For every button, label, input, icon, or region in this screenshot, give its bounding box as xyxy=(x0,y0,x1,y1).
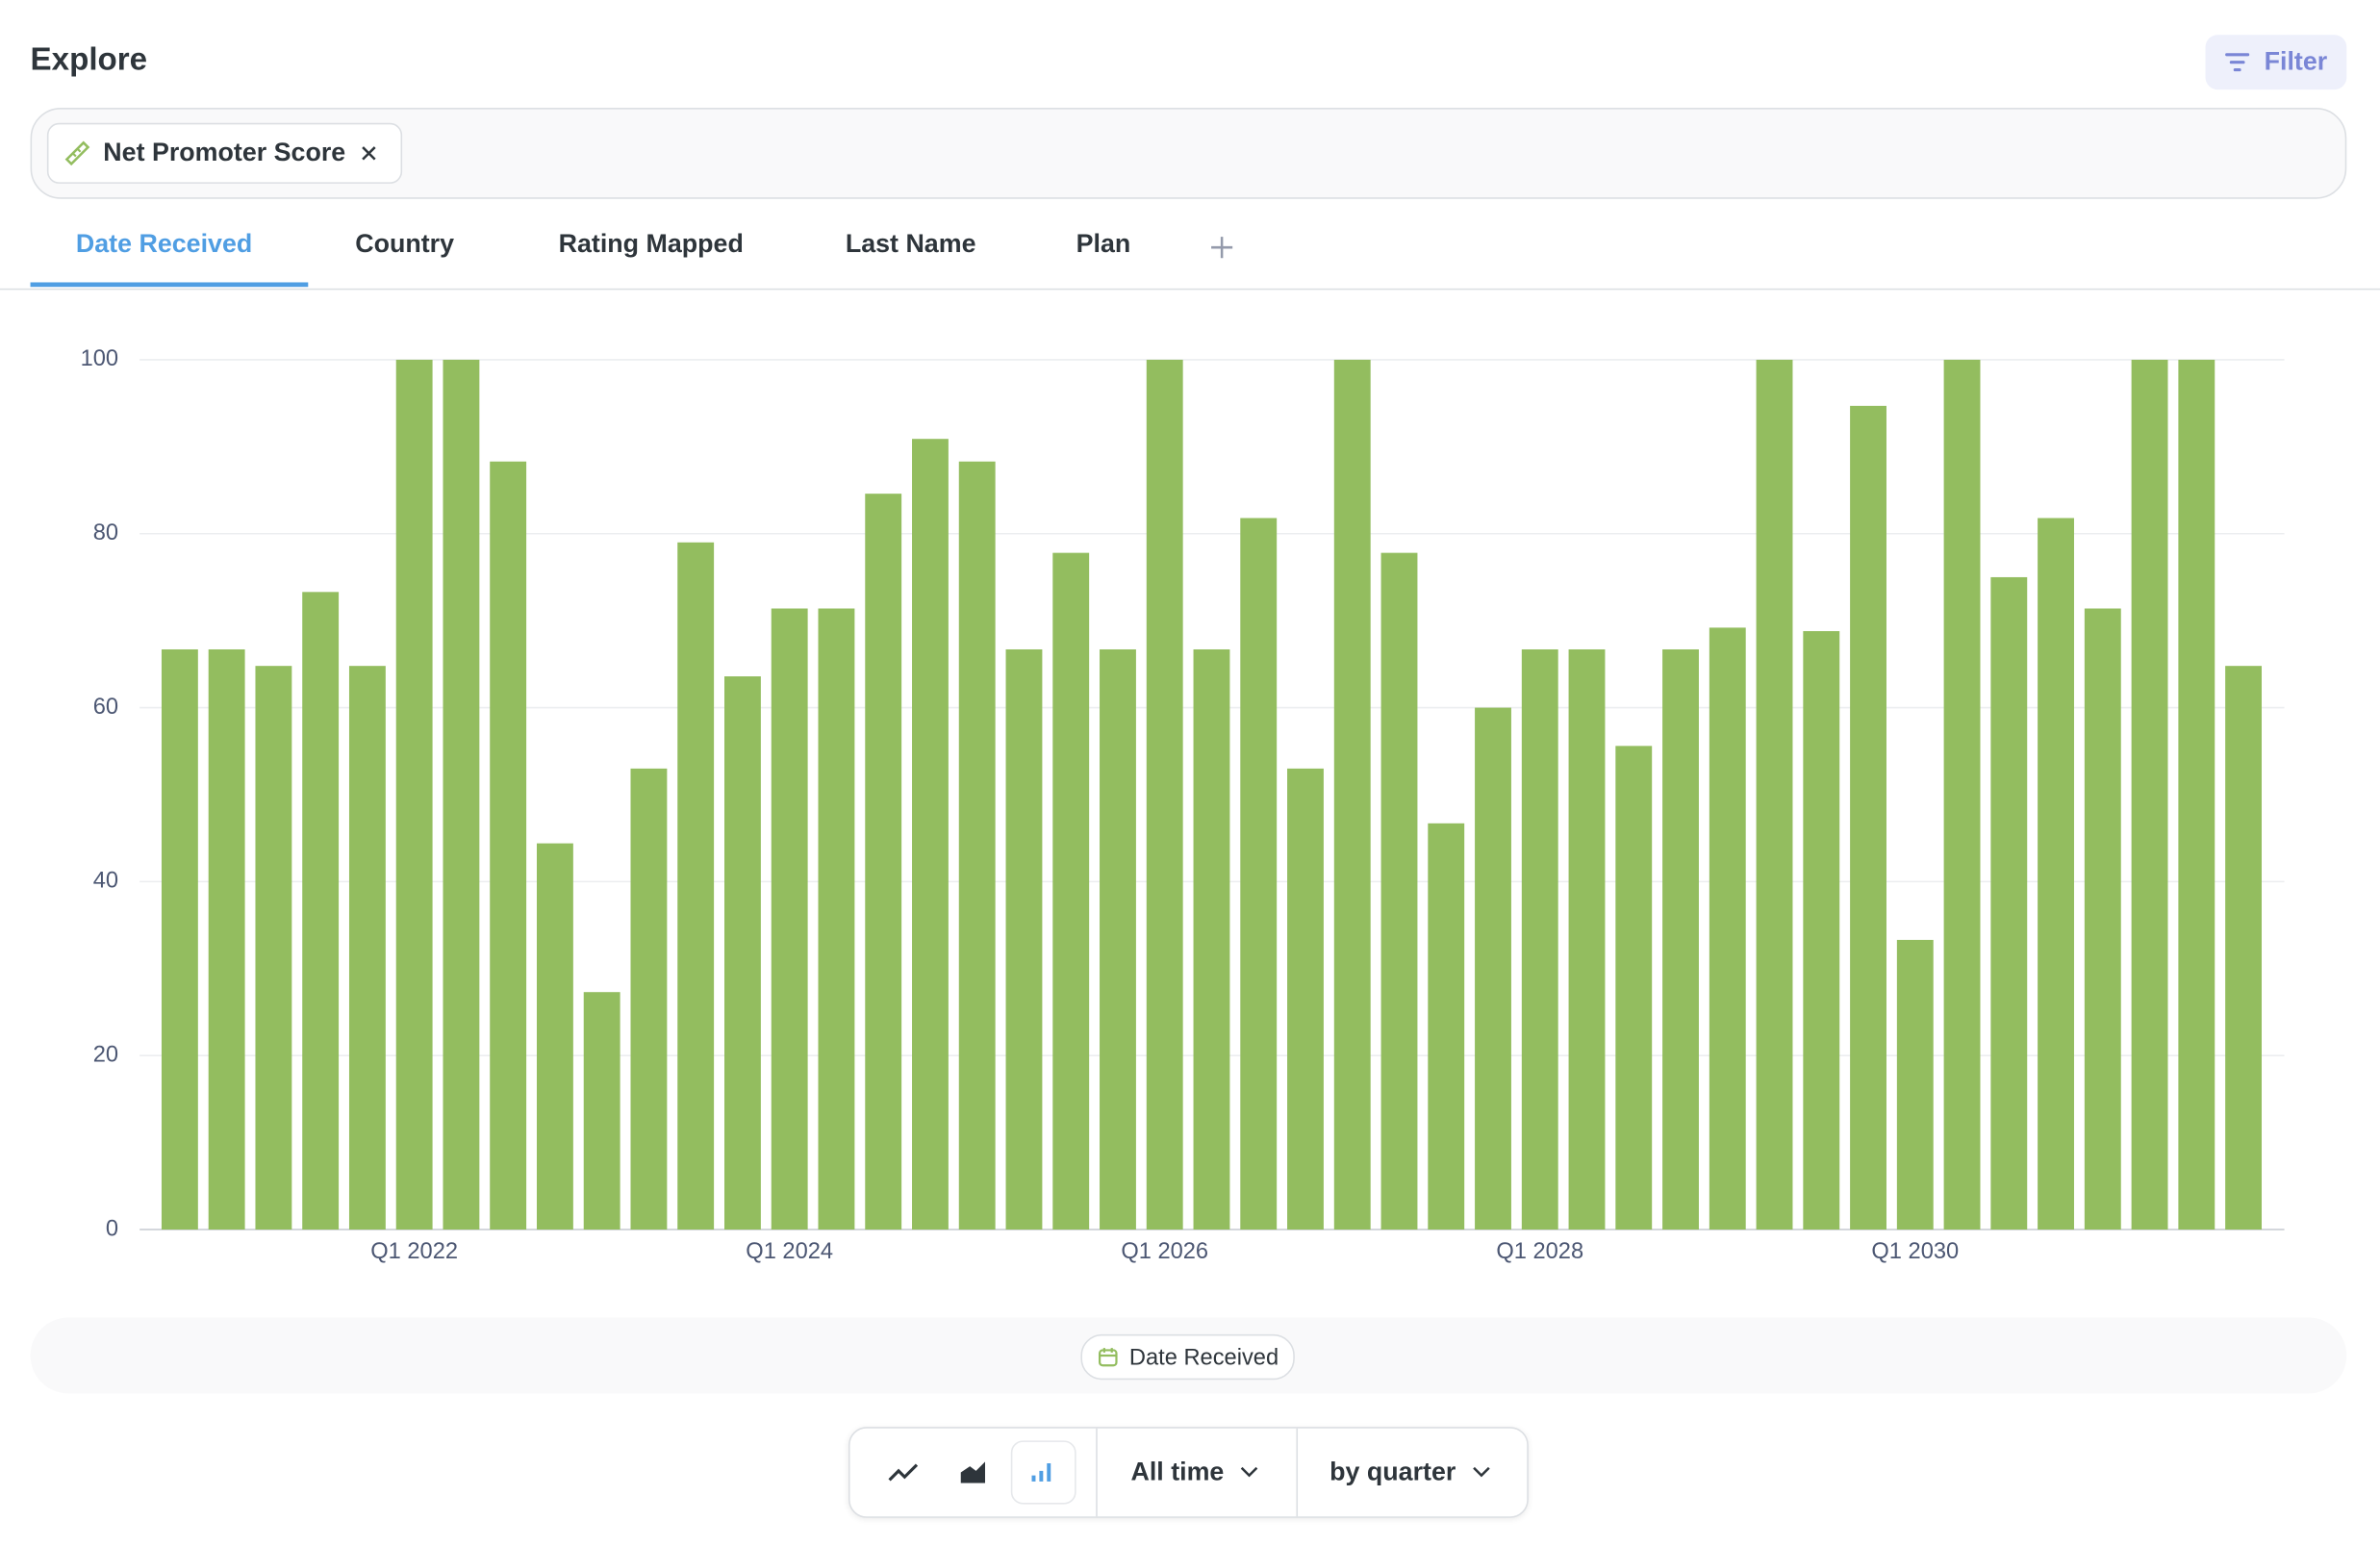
bar xyxy=(865,494,902,1230)
bar xyxy=(2225,666,2263,1230)
bar xyxy=(1756,359,1793,1230)
dimension-label: Date Received xyxy=(1128,1344,1279,1370)
y-tick-label: 100 xyxy=(81,346,118,371)
divider xyxy=(1096,1428,1098,1517)
x-tick-label: Q1 2022 xyxy=(370,1239,458,1264)
line-chart-button[interactable] xyxy=(886,1458,920,1485)
metric-chip[interactable]: Net Promoter Score xyxy=(46,122,402,184)
bar xyxy=(1615,746,1653,1230)
bar xyxy=(1896,939,1934,1230)
bar xyxy=(958,461,996,1230)
bar xyxy=(1943,359,1981,1230)
chart-toolbar: All time by quarter xyxy=(848,1427,1529,1518)
bar xyxy=(1240,518,1278,1230)
tab[interactable]: Last Name xyxy=(845,229,976,259)
bar xyxy=(771,608,808,1230)
bar xyxy=(583,992,620,1230)
bar xyxy=(208,648,245,1230)
bar xyxy=(1146,359,1183,1230)
bar xyxy=(2038,518,2074,1230)
chevron xyxy=(1241,1466,1258,1478)
bar xyxy=(1380,552,1418,1230)
bar xyxy=(1333,359,1371,1230)
bar xyxy=(161,648,198,1230)
chevron xyxy=(1473,1466,1490,1478)
active-tab-indicator xyxy=(30,282,309,288)
bar xyxy=(1193,648,1230,1230)
page-title: Explore xyxy=(30,42,148,78)
bar xyxy=(1005,648,1043,1230)
x-tick-label: Q1 2026 xyxy=(1121,1239,1208,1264)
bar-chart-icon xyxy=(1031,1462,1051,1482)
bar xyxy=(1287,768,1324,1230)
bar xyxy=(348,666,386,1230)
bar-chart-button[interactable] xyxy=(1010,1440,1076,1505)
y-tick-label: 0 xyxy=(106,1216,118,1241)
metric-label: Net Promoter Score xyxy=(103,138,346,167)
area-chart-button[interactable] xyxy=(958,1458,989,1485)
filter-icon xyxy=(2224,53,2249,72)
bar xyxy=(490,461,527,1230)
bar xyxy=(630,768,668,1230)
x-tick-label: Q1 2028 xyxy=(1496,1239,1583,1264)
divider xyxy=(1296,1428,1299,1517)
tab[interactable]: Rating Mapped xyxy=(558,229,744,259)
bar xyxy=(1662,648,1699,1230)
add-tab[interactable] xyxy=(1208,234,1235,261)
bar xyxy=(1850,405,1886,1230)
bar xyxy=(1990,576,2028,1230)
bar xyxy=(1521,648,1558,1230)
x-tick-label: Q1 2024 xyxy=(746,1239,833,1264)
bar xyxy=(1803,631,1840,1230)
x-tick-label: Q1 2030 xyxy=(1871,1239,1959,1264)
remove-icon[interactable] xyxy=(358,142,379,164)
tab-bar: Date Received Country Rating Mapped Last… xyxy=(0,213,2380,291)
bar xyxy=(1709,627,1746,1230)
bar xyxy=(2084,608,2121,1230)
tab[interactable]: Plan xyxy=(1076,229,1131,259)
bar xyxy=(677,542,715,1230)
granularity-label: by quarter xyxy=(1329,1457,1456,1486)
ruler-icon xyxy=(64,140,90,166)
calendar-icon xyxy=(1099,1348,1118,1367)
bar xyxy=(1428,823,1465,1230)
granularity-select[interactable]: by quarter xyxy=(1329,1458,1492,1488)
y-tick-label: 40 xyxy=(93,869,118,894)
bar xyxy=(2131,359,2168,1230)
bar xyxy=(1475,707,1511,1230)
bar xyxy=(255,666,292,1230)
bar xyxy=(395,359,433,1230)
y-tick-label: 80 xyxy=(93,520,118,545)
bar xyxy=(1052,552,1090,1230)
bar xyxy=(2178,359,2215,1230)
filter-label: Filter xyxy=(2264,46,2328,76)
tab[interactable]: Date Received xyxy=(75,229,253,259)
chart: 0 20 40 60 80 100 Q1 2022 Q1 2024 Q1 2026 Q1 2028… xyxy=(81,346,2285,1264)
range-label: All time xyxy=(1130,1457,1225,1486)
metric-bar xyxy=(30,108,2347,199)
bar xyxy=(443,359,480,1230)
y-tick-label: 60 xyxy=(93,695,118,720)
dimension-pill[interactable]: Date Received xyxy=(1080,1333,1296,1381)
y-tick-label: 20 xyxy=(93,1042,118,1067)
bar xyxy=(724,676,761,1230)
bar xyxy=(912,439,949,1230)
bar xyxy=(818,608,855,1230)
filter-button[interactable]: Filter xyxy=(2205,35,2347,90)
bar xyxy=(1568,648,1606,1230)
tab[interactable]: Country xyxy=(355,229,455,259)
bar xyxy=(302,592,340,1230)
bar xyxy=(536,843,573,1230)
range-select[interactable]: All time xyxy=(1130,1458,1260,1488)
bar xyxy=(1100,648,1136,1230)
